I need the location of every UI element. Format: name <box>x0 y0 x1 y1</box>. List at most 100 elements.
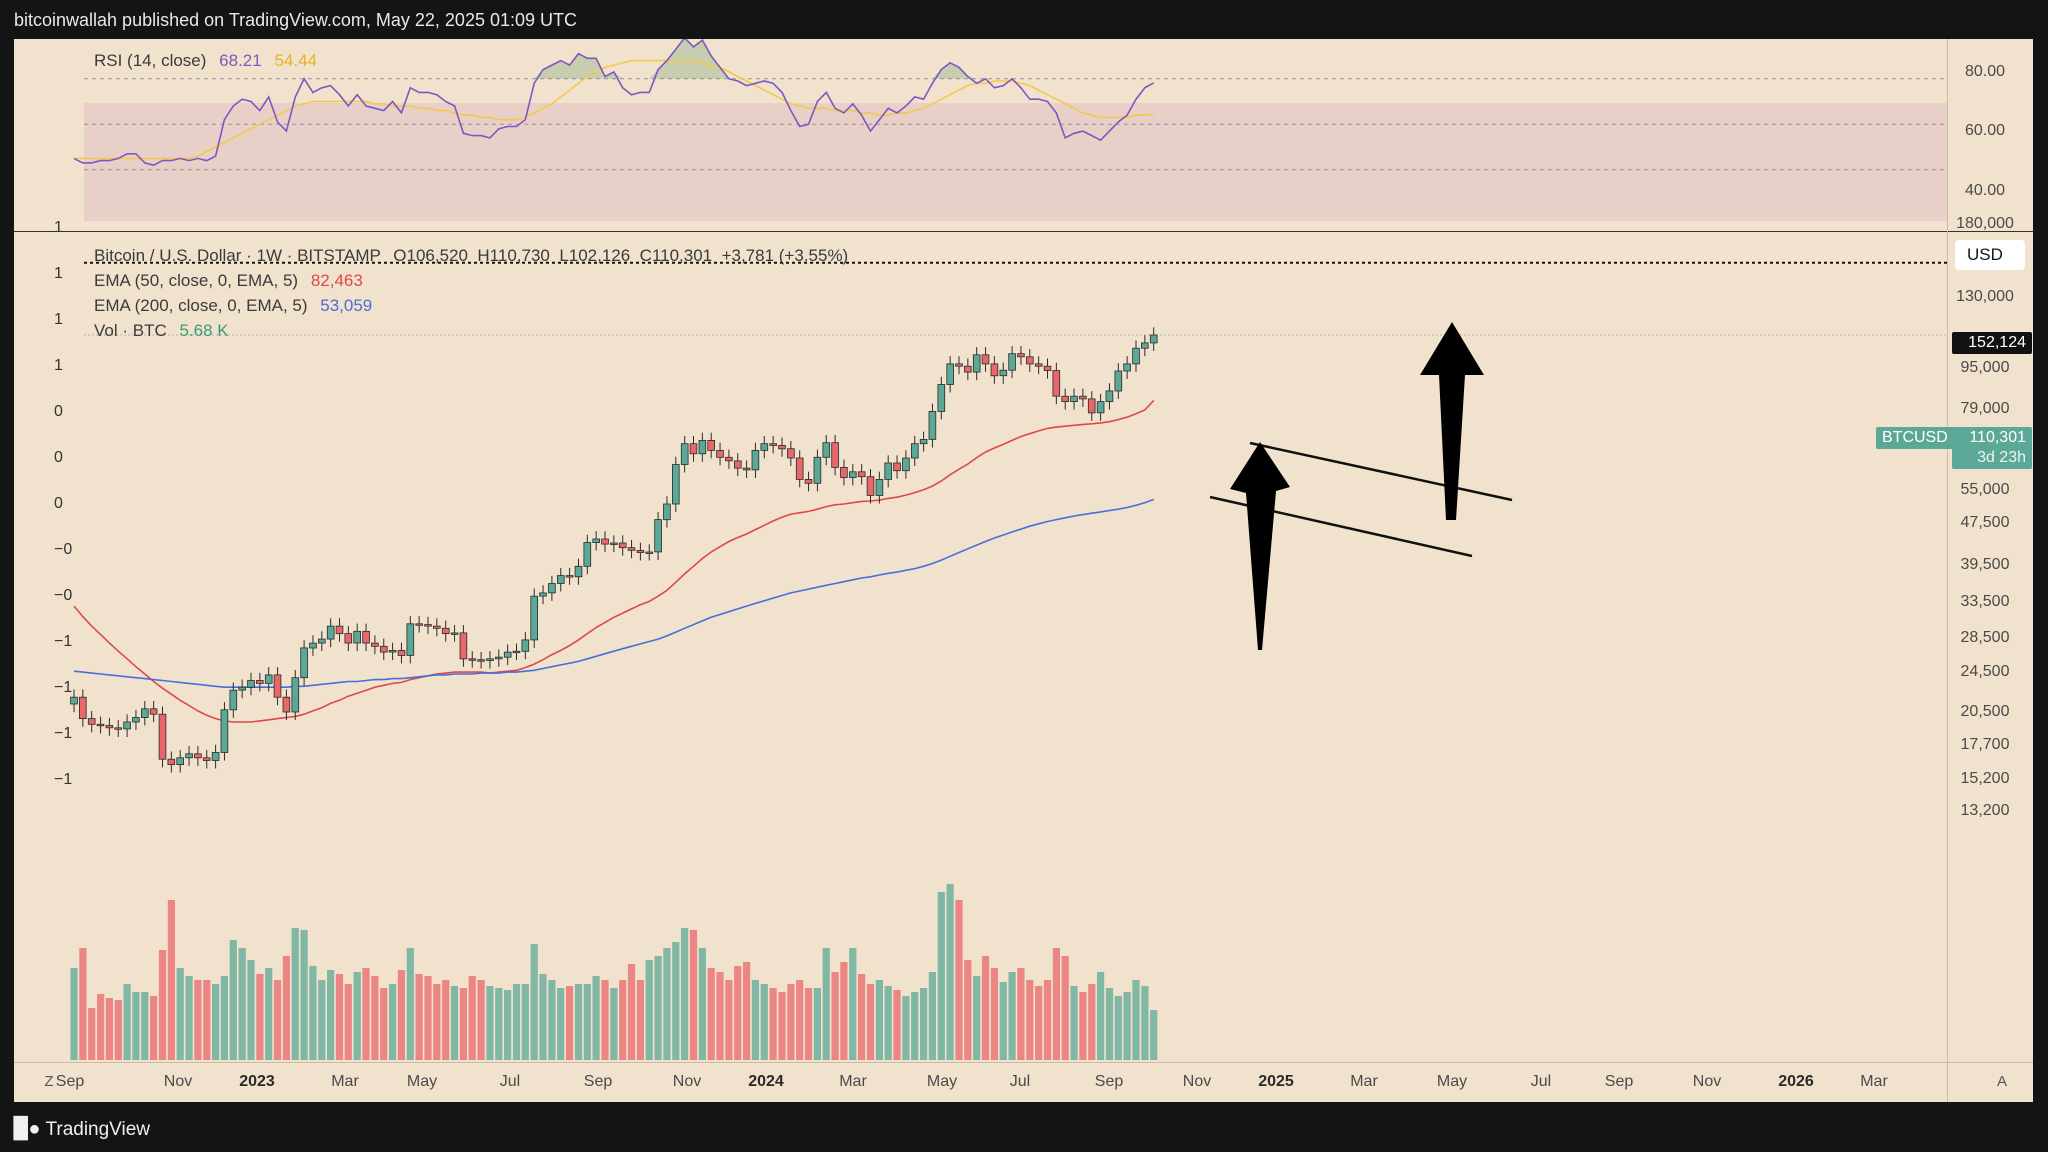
candle <box>202 750 211 769</box>
volume-bar <box>734 966 742 1060</box>
candle-body <box>441 627 450 634</box>
candle <box>1070 388 1078 410</box>
candle <box>804 471 813 492</box>
auto-scale-button[interactable]: A <box>1996 1073 2007 1090</box>
candle <box>689 436 698 462</box>
ema200-line <box>73 498 1154 689</box>
time-tick: Sep <box>583 1073 613 1090</box>
volume-bar <box>327 970 335 1060</box>
time-tick: May <box>406 1073 438 1090</box>
time-tick: Mar <box>1350 1073 1378 1090</box>
left-scale-tick: 0 <box>54 403 63 420</box>
candle-body <box>1079 395 1087 400</box>
volume-value: 5.68 K <box>179 321 229 340</box>
time-tick: Nov <box>672 1073 702 1090</box>
candle <box>96 716 105 734</box>
candle-body <box>557 575 565 584</box>
candle <box>999 362 1008 384</box>
candle-body <box>450 632 459 635</box>
candle-body <box>875 478 884 496</box>
volume-bar <box>822 948 830 1060</box>
candle <box>760 436 769 459</box>
candle-body <box>955 363 963 367</box>
candle-body <box>689 443 698 455</box>
price-tick: 24,500 <box>1960 663 2010 681</box>
time-tick: Mar <box>331 1073 359 1090</box>
candle <box>105 717 114 736</box>
ema200-legend[interactable]: EMA (200, close, 0, EMA, 5) 53,059 <box>94 296 372 316</box>
volume-bar <box>1079 992 1087 1060</box>
candle <box>734 453 742 477</box>
time-tick: Nov <box>1692 1073 1722 1090</box>
candle-body <box>132 717 140 723</box>
candle-body <box>141 708 149 718</box>
volume-bar <box>973 976 981 1060</box>
volume-bar <box>601 980 609 1060</box>
candle <box>618 535 627 556</box>
zoom-button[interactable]: Z <box>44 1073 54 1090</box>
rsi-legend: RSI (14, close) 68.21 54.44 <box>94 51 317 71</box>
volume-bar <box>97 994 105 1060</box>
candle-body <box>335 625 344 635</box>
volume-bar <box>433 984 441 1060</box>
volume-bar <box>123 984 131 1060</box>
volume-legend[interactable]: Vol · BTC 5.68 K <box>94 321 229 341</box>
price-tick: 20,500 <box>1960 703 2010 721</box>
candle <box>176 750 185 773</box>
currency-button[interactable]: USD <box>1955 240 2025 270</box>
volume-bar <box>70 968 78 1060</box>
candle <box>406 616 415 664</box>
candle <box>211 744 220 769</box>
candle <box>87 710 96 733</box>
volume-bar <box>212 984 220 1060</box>
volume-bar <box>265 968 273 1060</box>
chart-canvas[interactable] <box>14 39 2033 1102</box>
left-scale-tick: −1 <box>54 771 73 788</box>
candle <box>1114 363 1123 399</box>
volume-bar <box>282 956 290 1060</box>
candle <box>946 356 954 393</box>
candle-body <box>1026 356 1034 365</box>
price-scale-border <box>1947 39 1948 1102</box>
candle <box>255 672 264 692</box>
candle-body <box>1070 395 1078 403</box>
ema50-legend[interactable]: EMA (50, close, 0, EMA, 5) 82,463 <box>94 271 363 291</box>
candle-body <box>1096 401 1105 414</box>
candle <box>167 751 176 773</box>
candle-body <box>379 645 388 653</box>
footer-brand[interactable]: ▉● TradingView <box>14 1116 150 1141</box>
panel-divider[interactable] <box>14 231 2033 232</box>
candle-body <box>919 438 928 445</box>
volume-bar <box>981 956 990 1060</box>
volume-bar <box>406 948 414 1060</box>
candle <box>371 635 379 655</box>
volume-bar <box>495 988 503 1060</box>
volume-bar <box>318 980 326 1060</box>
rsi-ma-value: 54.44 <box>274 51 317 70</box>
volume-bar <box>645 960 653 1060</box>
candle-body <box>105 725 114 729</box>
volume-bar <box>344 984 352 1060</box>
breakout-target-arrow <box>1420 322 1484 520</box>
volume-bar <box>654 956 662 1060</box>
candle-body <box>432 625 441 629</box>
candle <box>964 358 972 381</box>
volume-bar <box>663 948 671 1060</box>
volume-bar <box>141 992 149 1060</box>
candle <box>672 456 680 512</box>
candle <box>902 450 910 479</box>
symbol-title[interactable]: Bitcoin / U.S. Dollar · 1W · BITSTAMP <box>94 246 381 265</box>
volume-bar <box>176 968 184 1060</box>
candle <box>636 542 645 561</box>
left-scale-tick: 0 <box>54 449 63 466</box>
candle-body <box>397 650 406 656</box>
time-tick: Nov <box>163 1073 193 1090</box>
candle-body <box>698 439 707 455</box>
candle-body <box>645 551 654 554</box>
candle-body <box>795 457 804 480</box>
candle-body <box>751 449 760 471</box>
candle <box>503 644 512 666</box>
candle-body <box>247 680 255 688</box>
candle-body <box>716 449 724 458</box>
candle <box>1079 388 1087 407</box>
